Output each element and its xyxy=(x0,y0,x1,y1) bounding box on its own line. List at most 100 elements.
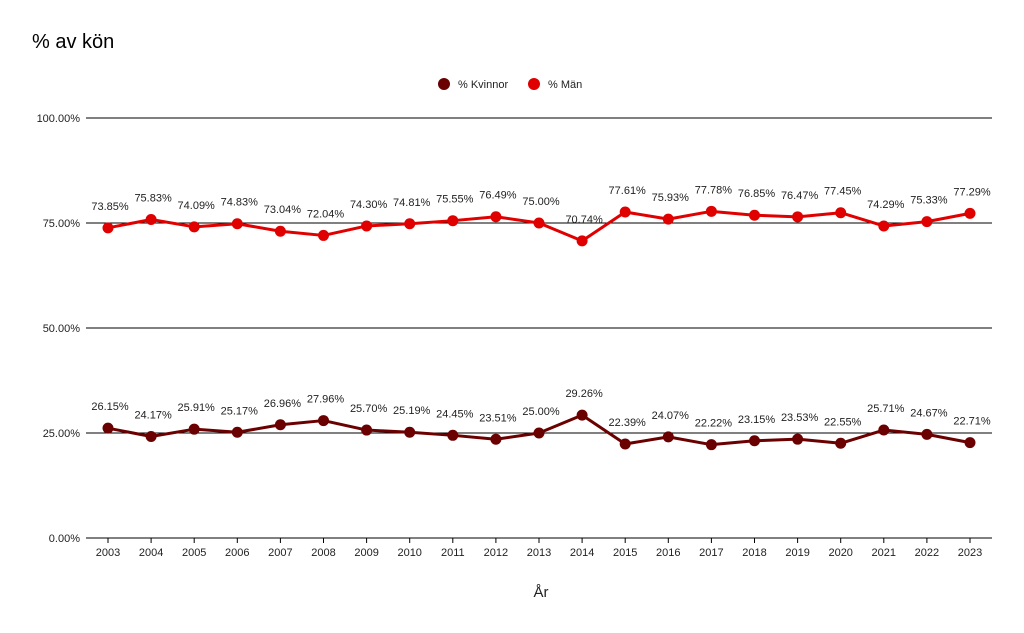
data-label: 73.04% xyxy=(264,204,302,216)
data-label: 77.61% xyxy=(609,185,647,197)
x-tick-label: 2022 xyxy=(915,547,939,559)
data-label: 26.15% xyxy=(91,401,129,413)
data-labels: 26.15% 24.17% 25.91% 25.17% 26.96% 27.96% 25.7… xyxy=(91,184,991,429)
data-label: 22.39% xyxy=(609,417,647,429)
data-point xyxy=(188,221,200,233)
x-tick-label: 2011 xyxy=(441,547,465,559)
data-point xyxy=(835,437,847,449)
grid-lines xyxy=(86,117,992,539)
data-label: 22.55% xyxy=(824,416,862,428)
data-point xyxy=(792,211,804,223)
data-point xyxy=(619,438,631,450)
data-label: 25.00% xyxy=(522,406,560,418)
data-point xyxy=(576,409,588,421)
data-point xyxy=(447,215,459,227)
x-tick-label: 2018 xyxy=(742,547,766,559)
data-label: 24.17% xyxy=(134,409,172,421)
data-label: 70.74% xyxy=(565,214,603,226)
data-label: 23.51% xyxy=(479,412,517,424)
data-label: 24.07% xyxy=(652,410,690,422)
data-label: 23.53% xyxy=(781,412,819,424)
x-axis-tick-labels: 2003 2004 2005 2006 2007 2008 2009 2010 2011 2012… xyxy=(96,538,982,559)
data-label: 75.33% xyxy=(910,195,948,207)
data-point xyxy=(231,426,243,438)
data-label: 27.96% xyxy=(307,394,345,406)
data-point xyxy=(878,220,890,232)
x-tick-label: 2007 xyxy=(268,547,292,559)
data-label: 77.78% xyxy=(695,184,733,196)
data-point xyxy=(188,423,200,435)
data-label: 26.96% xyxy=(264,398,302,410)
data-point xyxy=(361,220,373,232)
data-label: 77.45% xyxy=(824,186,862,198)
x-tick-label: 2006 xyxy=(225,547,249,559)
data-point xyxy=(404,218,416,230)
x-tick-label: 2015 xyxy=(613,547,637,559)
x-tick-label: 2003 xyxy=(96,547,120,559)
data-point xyxy=(921,428,933,440)
data-label: 25.70% xyxy=(350,403,388,415)
data-label: 72.04% xyxy=(307,208,345,220)
x-tick-label: 2012 xyxy=(484,547,508,559)
data-point xyxy=(102,422,114,434)
x-tick-label: 2010 xyxy=(397,547,421,559)
x-tick-label: 2009 xyxy=(354,547,378,559)
chart-title: % av kön xyxy=(32,31,115,53)
data-label: 75.55% xyxy=(436,194,474,206)
data-label: 74.30% xyxy=(350,199,388,211)
y-tick-label: 25.00% xyxy=(43,428,81,440)
data-point xyxy=(318,229,329,241)
y-tick-label: 75.00% xyxy=(43,218,81,230)
data-label: 75.00% xyxy=(522,196,560,208)
data-point xyxy=(274,419,286,431)
data-label: 22.71% xyxy=(953,416,991,428)
data-label: 24.45% xyxy=(436,408,474,420)
data-label: 24.67% xyxy=(910,407,948,419)
y-axis-tick-labels: 0.00% 25.00% 50.00% 75.00% 100.00% xyxy=(37,113,81,545)
data-label: 75.83% xyxy=(134,193,172,205)
data-label: 73.85% xyxy=(91,201,129,213)
data-point xyxy=(878,424,890,436)
data-point xyxy=(102,222,114,234)
data-label: 25.71% xyxy=(867,403,905,415)
data-label: 25.91% xyxy=(178,402,216,414)
data-point xyxy=(533,217,545,229)
data-point xyxy=(361,424,373,436)
data-point xyxy=(231,218,243,230)
data-label: 22.22% xyxy=(695,418,733,430)
data-point xyxy=(318,415,329,427)
data-label: 74.29% xyxy=(867,199,905,211)
x-tick-label: 2008 xyxy=(311,547,335,559)
y-tick-label: 100.00% xyxy=(37,113,81,125)
y-tick-label: 50.00% xyxy=(43,323,81,335)
legend-label: % Kvinnor xyxy=(458,79,508,91)
data-point xyxy=(490,433,502,445)
data-point xyxy=(792,433,804,445)
x-tick-label: 2021 xyxy=(872,547,896,559)
x-tick-label: 2020 xyxy=(828,547,852,559)
data-label: 77.29% xyxy=(953,186,991,198)
legend-swatch xyxy=(438,78,450,90)
data-label: 23.15% xyxy=(738,414,776,426)
data-point xyxy=(749,435,760,447)
data-point xyxy=(576,235,588,247)
data-point xyxy=(533,427,545,439)
data-point xyxy=(662,431,674,443)
data-point xyxy=(274,225,286,237)
legend-swatch xyxy=(528,78,540,90)
x-tick-label: 2004 xyxy=(139,547,163,559)
data-label: 74.83% xyxy=(221,197,259,209)
data-point xyxy=(145,430,157,442)
data-label: 75.93% xyxy=(652,192,690,204)
data-label: 25.19% xyxy=(393,405,431,417)
x-tick-label: 2023 xyxy=(958,547,982,559)
x-tick-label: 2017 xyxy=(699,547,723,559)
data-label: 76.49% xyxy=(479,190,517,202)
x-tick-label: 2013 xyxy=(527,547,551,559)
legend-label: % Män xyxy=(548,79,582,91)
data-point xyxy=(921,216,933,228)
x-axis-title: År xyxy=(534,584,549,601)
data-label: 74.09% xyxy=(178,200,216,212)
data-label: 29.26% xyxy=(565,388,603,400)
